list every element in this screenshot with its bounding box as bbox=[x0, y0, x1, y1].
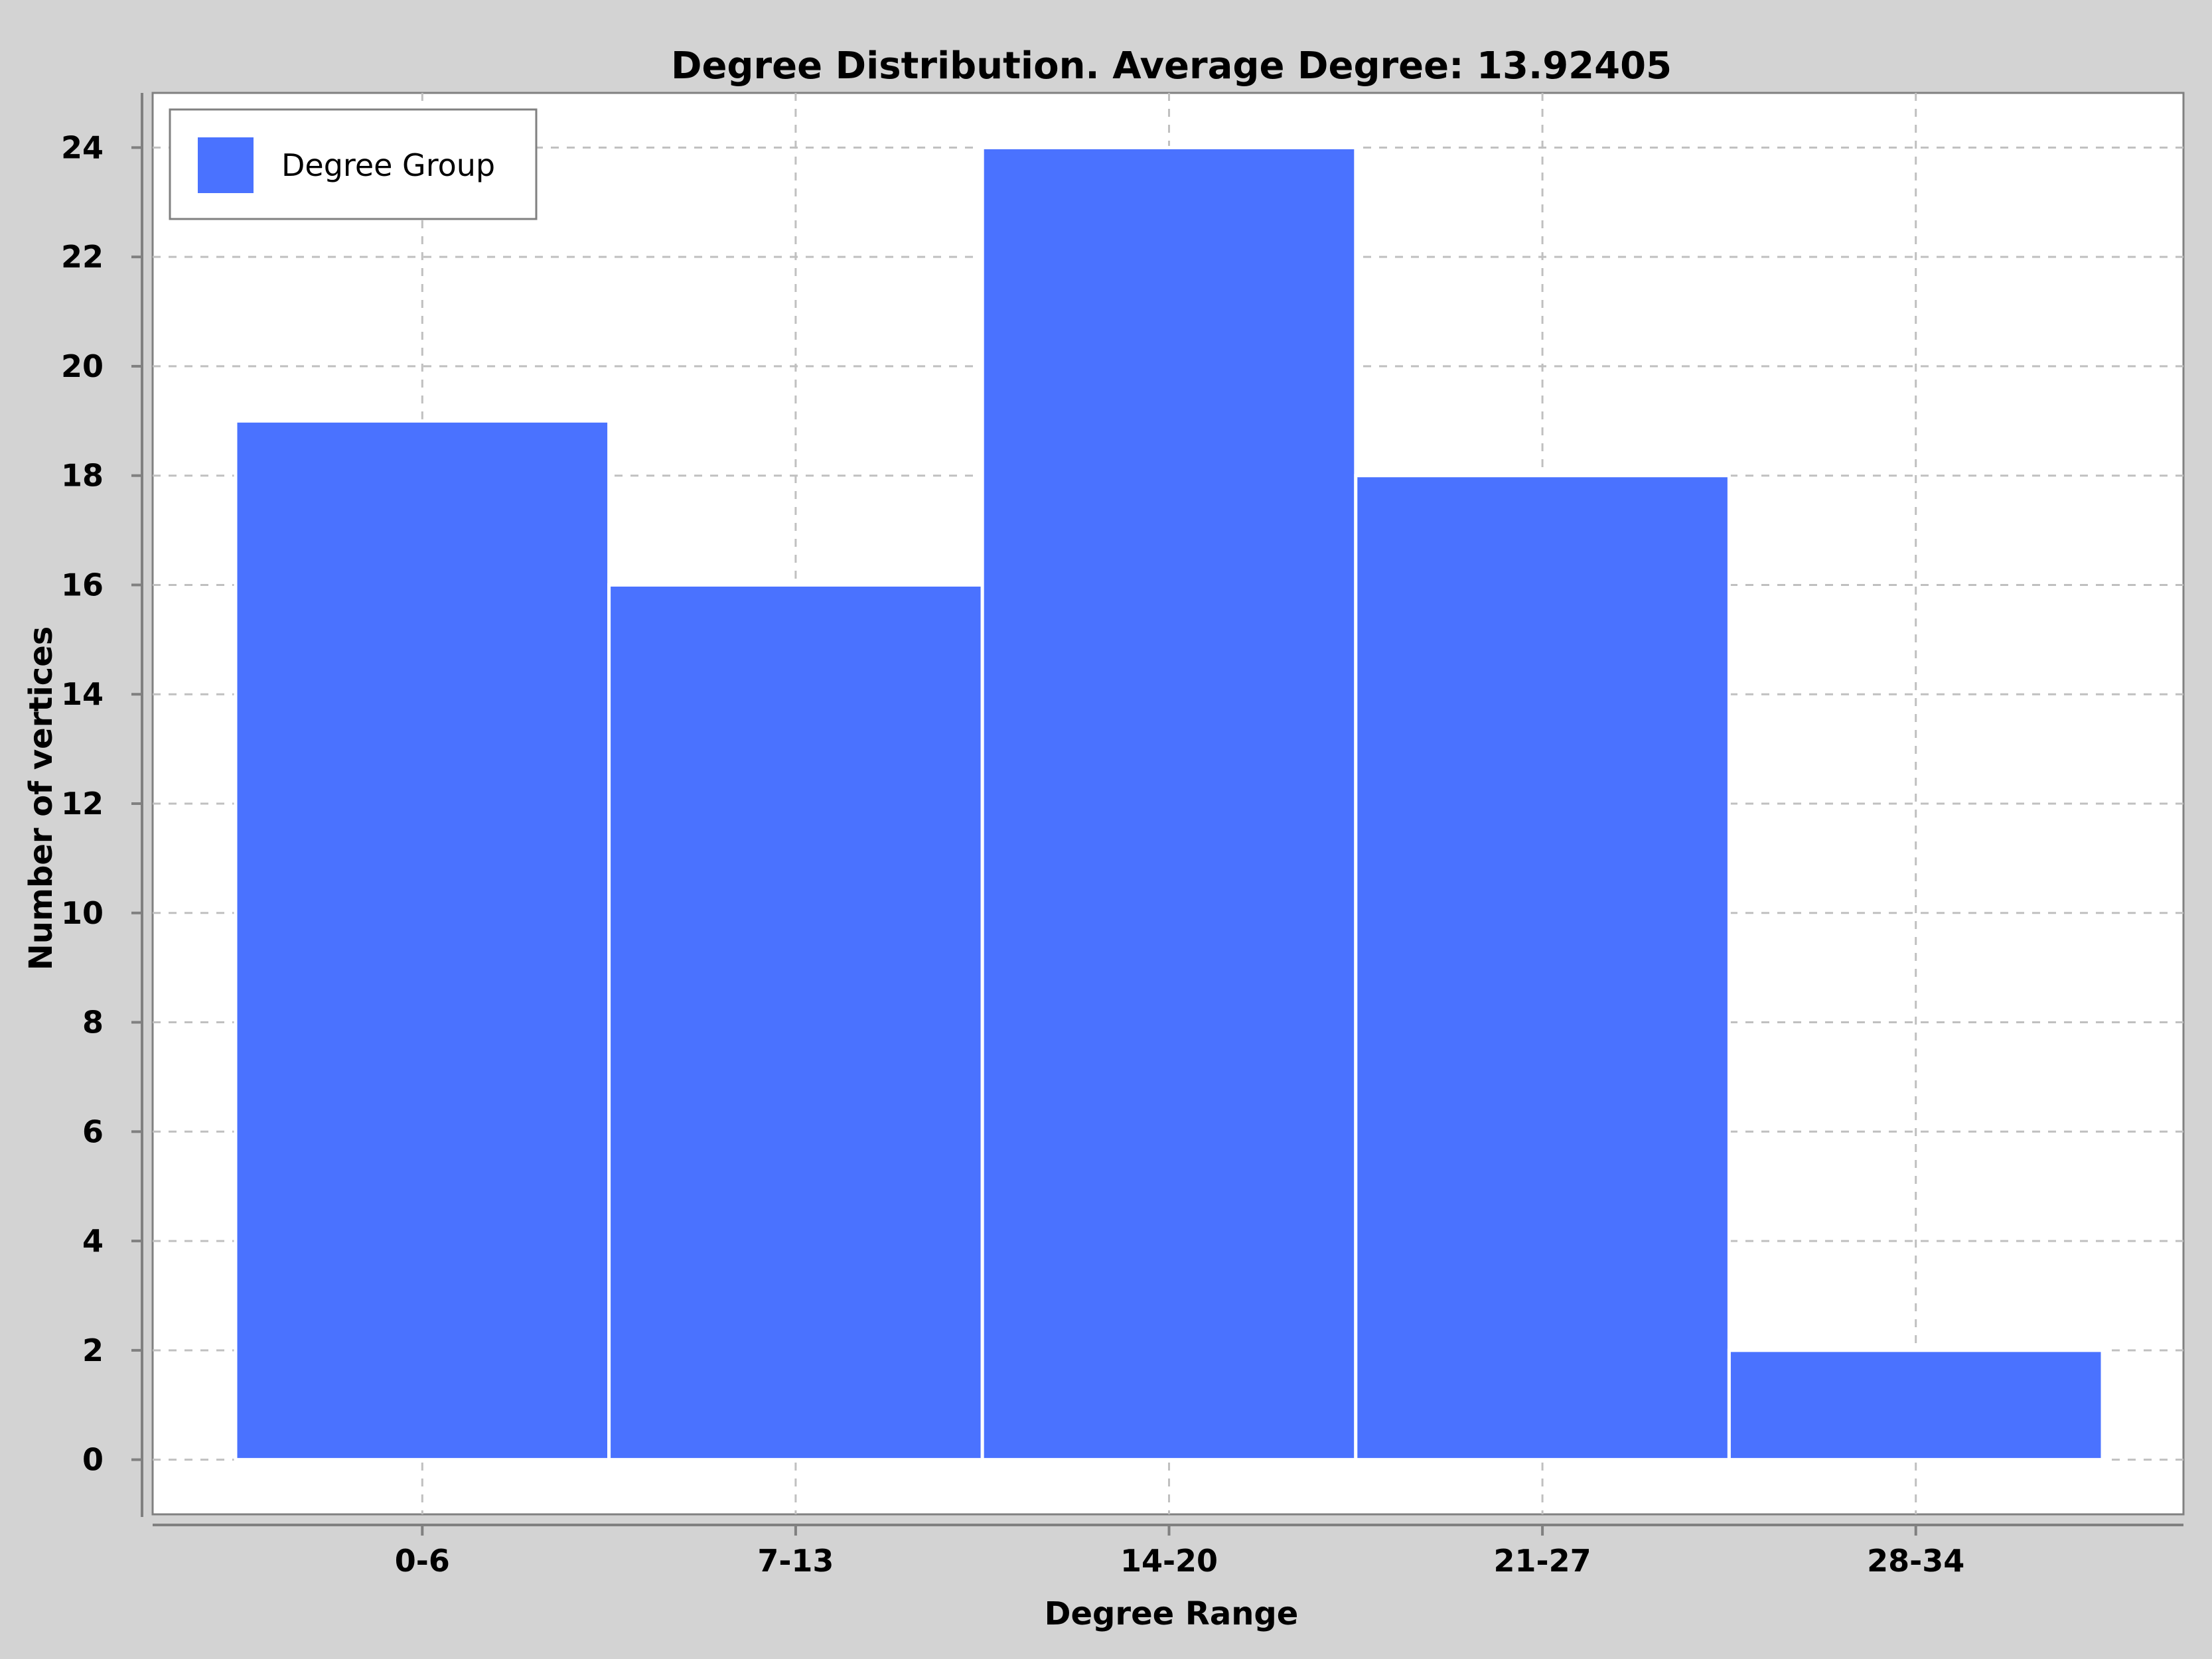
chart-title: Degree Distribution. Average Degree: 13.… bbox=[671, 44, 1672, 88]
y-tick-label: 18 bbox=[61, 458, 104, 494]
x-tick-label: 0-6 bbox=[395, 1543, 450, 1579]
y-tick-label: 6 bbox=[82, 1114, 104, 1149]
y-tick-label: 0 bbox=[82, 1442, 104, 1478]
x-tick-label: 14-20 bbox=[1120, 1543, 1218, 1579]
y-tick-label: 4 bbox=[82, 1223, 104, 1259]
x-axis-label: Degree Range bbox=[1045, 1595, 1299, 1632]
legend-swatch bbox=[198, 137, 254, 193]
y-tick-label: 20 bbox=[61, 348, 104, 384]
bar-28-34 bbox=[1727, 1348, 2104, 1462]
y-tick-label: 22 bbox=[61, 239, 104, 275]
y-tick-label: 8 bbox=[82, 1005, 104, 1041]
legend: Degree Group bbox=[169, 108, 538, 220]
y-axis-label: Number of vertices bbox=[23, 626, 60, 971]
y-tick-label: 2 bbox=[82, 1333, 104, 1368]
x-tick-label: 28-34 bbox=[1867, 1543, 1964, 1579]
y-tick-label: 10 bbox=[61, 895, 104, 931]
x-axis-ticks: 0-6 7-13 14-20 21-27 28-34 bbox=[395, 1525, 1964, 1579]
bar-0-6 bbox=[234, 419, 611, 1462]
x-tick-label: 7-13 bbox=[757, 1543, 834, 1579]
y-tick-label: 14 bbox=[61, 676, 104, 712]
legend-label: Degree Group bbox=[281, 147, 495, 183]
bar-14-20 bbox=[980, 145, 1358, 1462]
y-tick-label: 16 bbox=[61, 567, 104, 603]
bar-7-13 bbox=[607, 583, 984, 1462]
bar-21-27 bbox=[1354, 474, 1731, 1462]
y-tick-label: 24 bbox=[61, 129, 104, 165]
bars-group bbox=[234, 145, 2104, 1462]
x-tick-label: 21-27 bbox=[1494, 1543, 1591, 1579]
y-tick-label: 12 bbox=[61, 786, 104, 822]
